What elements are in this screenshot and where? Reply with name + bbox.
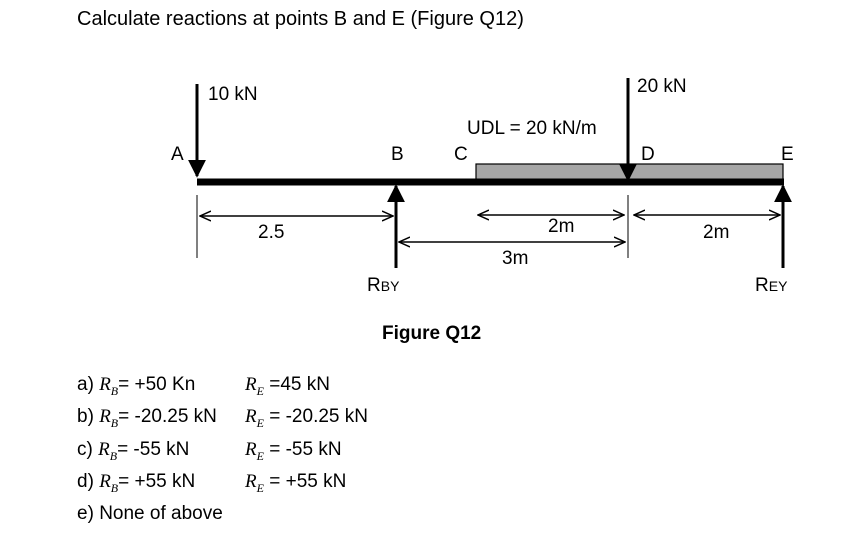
dimension-bd-label: 3m [502,248,528,269]
option-re-value: = -55 kN [263,438,342,460]
re-symbol: RE [245,438,264,463]
answer-options: a) RB= +50 Kn RE =45 kN b) RB= -20.25 kN… [77,372,368,528]
re-symbol: RE [245,470,264,495]
point-label-d: D [641,144,655,165]
load-label-d: 20 kN [637,76,687,97]
option-b[interactable]: b) RB= -20.25 kN RE = -20.25 kN [77,404,368,436]
option-text: None of above [99,503,223,525]
point-label-e: E [781,144,794,165]
option-a[interactable]: a) RB= +50 Kn RE =45 kN [77,372,368,404]
dimension-ab-label: 2.5 [258,222,284,243]
rb-symbol: RB [99,374,119,398]
reaction-label-b-sub: BY [381,278,400,294]
question-text: Calculate reactions at points B and E (F… [77,8,524,30]
option-rb-value: = +50 Kn [118,374,196,395]
option-re-value: = -20.25 kN [263,406,368,428]
reaction-label-b: RBY [367,275,400,296]
reaction-label-b-main: R [367,275,381,296]
option-letter: e) [77,503,94,525]
option-e[interactable]: e) None of above [77,501,368,528]
option-letter: a) [77,374,94,395]
rb-symbol: RB [99,406,119,431]
rb-symbol: RB [99,470,119,495]
point-label-a: A [171,144,184,165]
reaction-label-e-main: R [755,275,769,296]
dimension-cd-label: 2m [548,216,574,237]
option-rb-value: = -55 kN [117,438,190,460]
figure-caption: Figure Q12 [382,323,481,344]
option-re-value: = +55 kN [263,470,347,492]
option-letter: c) [77,438,93,460]
option-re-value: =45 kN [263,374,330,395]
load-label-a: 10 kN [208,84,258,105]
udl-label: UDL = 20 kN/m [467,118,597,139]
dimension-de-label: 2m [703,222,729,243]
point-label-c: C [454,144,468,165]
option-rb-value: = +55 kN [118,470,196,492]
re-symbol: RE [245,374,264,398]
reaction-label-e-sub: EY [769,278,788,294]
option-c[interactable]: c) RB= -55 kN RE = -55 kN [77,437,368,469]
option-letter: b) [77,406,94,428]
option-d[interactable]: d) RB= +55 kN RE = +55 kN [77,469,368,501]
reaction-label-e: REY [755,275,788,296]
rb-symbol: RB [98,438,118,463]
point-label-b: B [391,144,404,165]
re-symbol: RE [245,406,264,431]
option-rb-value: = -20.25 kN [118,406,217,428]
option-letter: d) [77,470,94,492]
